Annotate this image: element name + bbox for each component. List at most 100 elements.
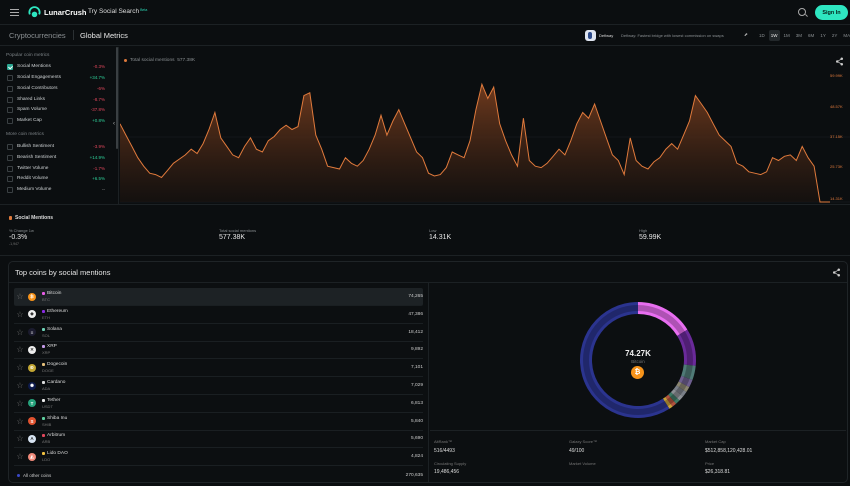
list-divider xyxy=(428,283,429,482)
star-icon[interactable]: ☆ xyxy=(16,434,24,444)
donut-segment[interactable] xyxy=(676,381,690,392)
star-icon[interactable]: ☆ xyxy=(16,416,24,426)
range-6m[interactable]: 6M xyxy=(808,33,815,38)
coin-mentions: 47,386 xyxy=(408,311,423,317)
coin-row[interactable]: ☆ ✕ XRP XRP 9,892 xyxy=(14,341,423,360)
star-icon[interactable]: ☆ xyxy=(16,363,24,373)
share-icon[interactable] xyxy=(835,57,844,66)
altrank-value: 516/4493 xyxy=(434,448,455,454)
coin-symbol: SOL xyxy=(42,332,51,338)
ad-name[interactable]: Defiway xyxy=(599,33,614,38)
sign-in-button[interactable]: Sign In xyxy=(815,5,848,20)
search-icon[interactable] xyxy=(798,8,806,16)
coin-name: Bitcoin xyxy=(42,291,408,296)
checkbox[interactable] xyxy=(7,175,13,182)
range-1y[interactable]: 1Y xyxy=(820,33,826,38)
coin-row[interactable]: ☆ S Shiba Inu SHIB 5,840 xyxy=(14,413,423,431)
breadcrumb-cryptocurrencies[interactable]: Cryptocurrencies xyxy=(9,31,66,40)
donut-segment[interactable] xyxy=(638,302,688,336)
defiway-logo-icon[interactable] xyxy=(585,30,596,41)
checkbox[interactable] xyxy=(7,96,13,103)
coin-row[interactable]: ☆ ₿ Bitcoin BTC 74,265 xyxy=(14,288,423,306)
try-social-search-link[interactable]: Try Social SearchBeta xyxy=(88,8,147,15)
range-1d[interactable]: 1D xyxy=(759,33,765,38)
coin-name: XRP xyxy=(42,344,411,349)
star-icon[interactable]: ☆ xyxy=(16,452,24,462)
metric-change: -3.9% xyxy=(93,144,105,149)
star-icon[interactable]: ☆ xyxy=(16,398,24,408)
star-icon[interactable]: ☆ xyxy=(16,345,24,355)
donut-segment[interactable] xyxy=(681,364,696,380)
metric-social-mentions[interactable]: Social Mentions -0.3% xyxy=(7,62,105,71)
metric-social-engagements[interactable]: Social Engagements +34.7% xyxy=(7,73,105,82)
range-3m[interactable]: 3M xyxy=(795,33,803,38)
range-1m[interactable]: 1M xyxy=(783,33,790,38)
donut-segment[interactable] xyxy=(580,302,670,418)
star-icon[interactable]: ☆ xyxy=(16,309,24,319)
metric-change: -0.3% xyxy=(93,64,105,69)
donut-segment[interactable] xyxy=(673,385,687,397)
checkbox[interactable] xyxy=(7,143,13,150)
donut-segment[interactable] xyxy=(665,394,677,407)
metric-market-cap[interactable]: Market Cap +0.8% xyxy=(7,116,105,125)
change-label: % Change 1w xyxy=(9,228,34,233)
external-link-icon[interactable]: ⬈ xyxy=(744,32,748,37)
donut-segment[interactable] xyxy=(677,329,696,366)
metric-reddit-volume[interactable]: Reddit Volume +6.5% xyxy=(7,174,105,183)
collapse-sidebar-icon[interactable]: ‹ xyxy=(113,121,115,127)
range-2y[interactable]: 2Y xyxy=(831,33,838,38)
menu-icon[interactable] xyxy=(10,9,19,16)
coin-name-block: Cardano ADA xyxy=(42,380,411,391)
checkbox[interactable] xyxy=(7,106,13,113)
metric-label: Social Engagements xyxy=(17,75,61,80)
coin-row[interactable]: ☆ T Tether USDT 6,813 xyxy=(14,395,423,413)
metric-social-contributors[interactable]: Social Contributors -6% xyxy=(7,84,105,93)
donut-segment[interactable] xyxy=(670,388,684,401)
checkbox[interactable] xyxy=(7,165,13,172)
checkbox[interactable] xyxy=(7,186,13,193)
star-icon[interactable]: ☆ xyxy=(16,381,24,390)
donut-segment[interactable] xyxy=(678,375,693,388)
checkbox[interactable] xyxy=(7,74,13,81)
ad-text[interactable]: Defiway: Fastest bridge with lowest comm… xyxy=(621,33,724,38)
coin-symbol: XRP xyxy=(42,350,51,356)
coin-mentions: 9,892 xyxy=(410,347,423,353)
low-value: 14.31K xyxy=(429,234,452,241)
coin-row[interactable]: ☆ ✺ Cardano ADA 7,029 xyxy=(14,377,423,395)
coin-row[interactable]: ☆ ≡ Solana SOL 18,412 xyxy=(14,324,423,342)
metric-shared-links[interactable]: Shared Links -8.7% xyxy=(7,95,105,104)
metric-label: Bearish Sentiment xyxy=(17,155,57,160)
brand-name[interactable]: LunarCrush xyxy=(44,8,87,17)
checkbox[interactable] xyxy=(7,154,13,161)
y-tick: 48.57K xyxy=(830,104,843,109)
donut-segment[interactable] xyxy=(662,396,673,409)
metric-spam-volume[interactable]: Spam Volume -37.8% xyxy=(7,105,105,114)
price-label: Price xyxy=(705,461,715,466)
range-max[interactable]: MAX xyxy=(843,33,850,38)
metric-bullish-sentiment[interactable]: Bullish Sentiment -3.9% xyxy=(7,142,105,151)
metric-twitter-volume[interactable]: Twitter Volume -1.7% xyxy=(7,164,105,173)
metric-bearish-sentiment[interactable]: Bearish Sentiment +14.9% xyxy=(7,153,105,162)
coin-name-label: Arbitrum xyxy=(47,433,66,439)
donut-segment[interactable] xyxy=(668,392,680,404)
star-icon[interactable]: ☆ xyxy=(16,292,24,301)
sidebar-scrollbar[interactable] xyxy=(116,47,118,149)
checkbox[interactable] xyxy=(7,117,13,124)
coin-row[interactable]: ☆ ◭ Lido DAO LDO 4,824 xyxy=(14,448,423,467)
coin-share-donut-chart[interactable] xyxy=(578,300,698,420)
coin-name-block: Tether USDT xyxy=(42,398,411,409)
coin-row[interactable]: ☆ A Arbitrum ARB 5,690 xyxy=(14,430,423,449)
range-1w[interactable]: 1W xyxy=(768,30,780,41)
checkbox[interactable] xyxy=(7,85,13,92)
all-other-coins[interactable]: All other coins xyxy=(17,473,51,478)
card-divider xyxy=(9,282,847,283)
star-icon[interactable]: ☆ xyxy=(16,327,24,337)
coin-row[interactable]: ☆ ◆ Ethereum ETH 47,386 xyxy=(14,306,423,324)
metric-medium-volume[interactable]: Medium Volume -- xyxy=(7,185,105,194)
lunarcrush-logo-icon[interactable] xyxy=(28,6,41,19)
coin-row[interactable]: ☆ Ð Dogecoin DOGE 7,101 xyxy=(14,359,423,378)
checkbox-checked[interactable] xyxy=(7,63,13,70)
metric-label: Medium Volume xyxy=(17,187,52,192)
share-icon[interactable] xyxy=(832,268,841,277)
social-mentions-chart[interactable] xyxy=(120,47,850,204)
